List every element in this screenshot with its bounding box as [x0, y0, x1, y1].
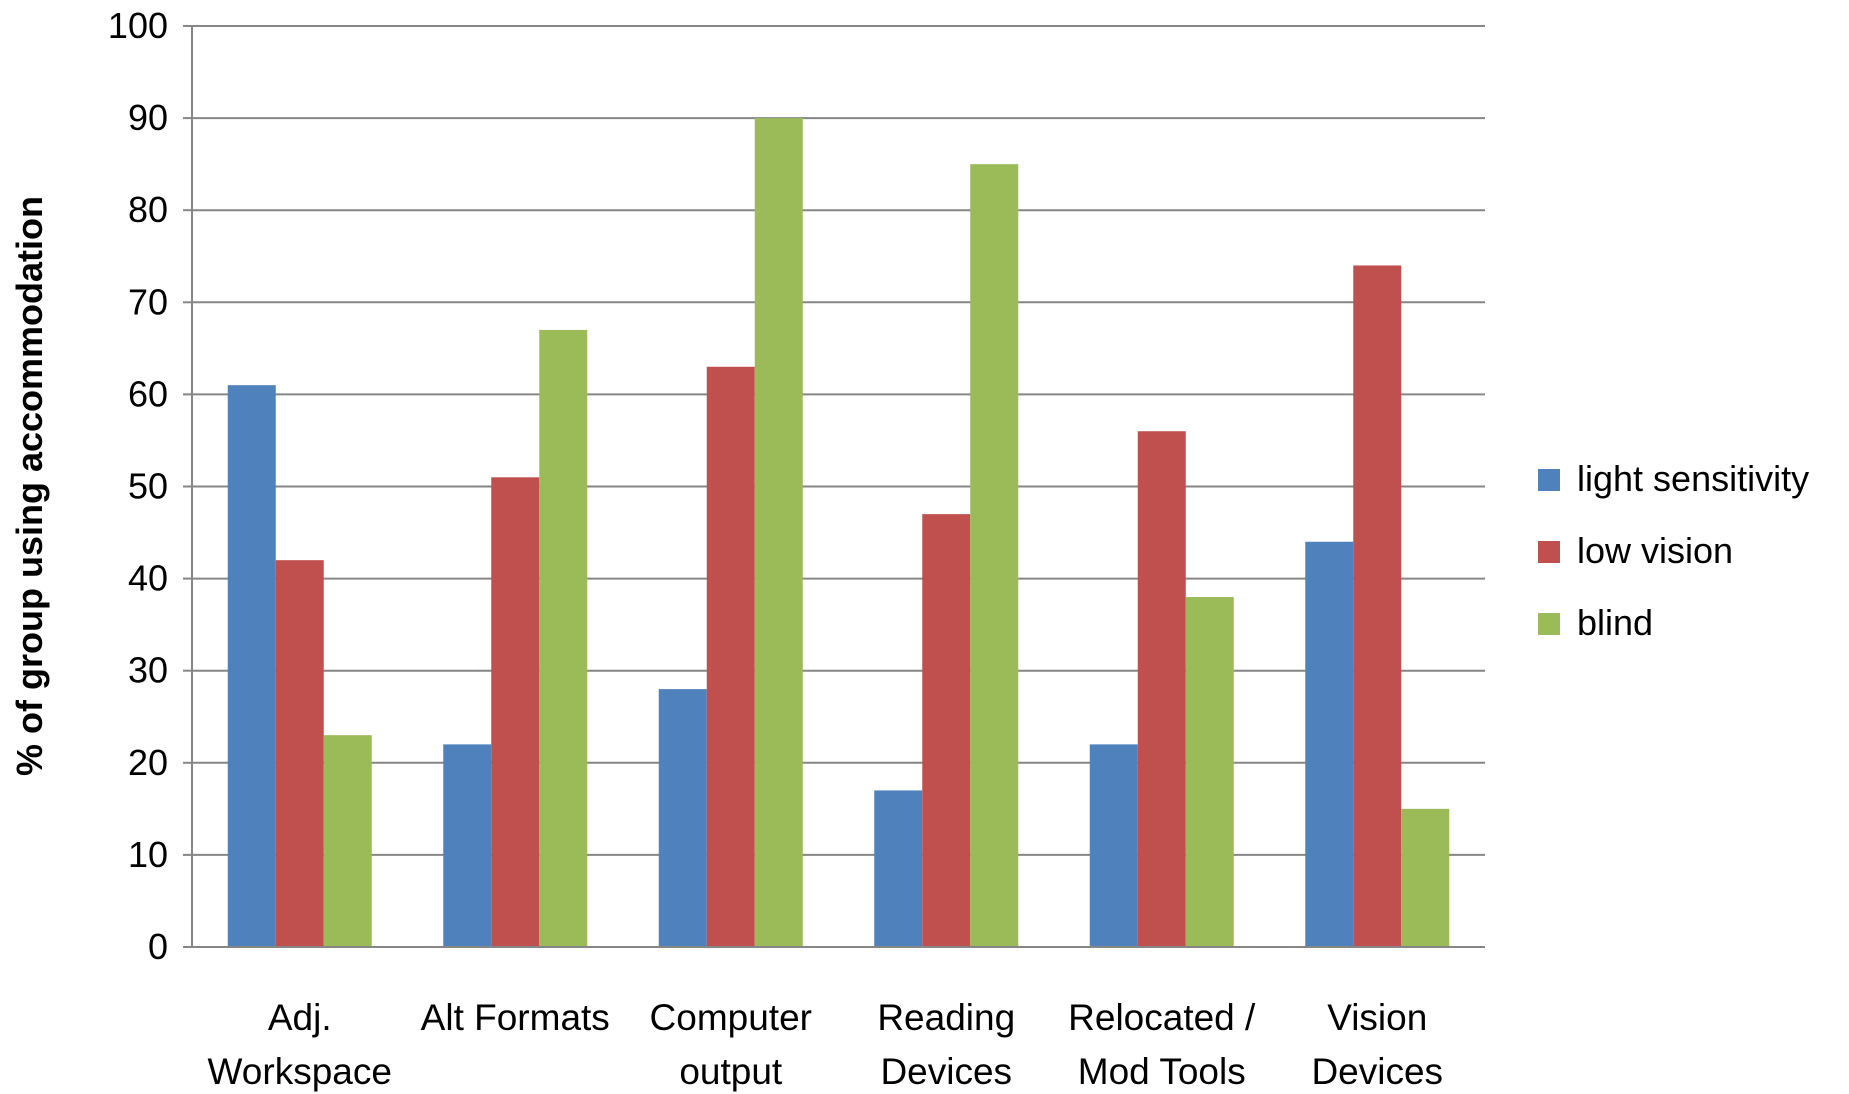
legend-label: light sensitivity [1577, 458, 1809, 499]
y-tick-label: 60 [128, 373, 168, 414]
bar-light-sensitivity-3 [874, 790, 923, 947]
x-category-label: Reading [877, 997, 1015, 1038]
bar-blind-2 [754, 118, 803, 948]
x-category-label: Adj. [268, 997, 332, 1038]
y-axis-ticks: 0 10 20 30 40 50 60 70 80 90 100 [108, 5, 192, 967]
bar-blind-0 [323, 735, 372, 947]
gridlines [192, 25, 1485, 856]
bar-low-vision-3 [922, 514, 971, 947]
y-tick-label: 30 [128, 650, 168, 691]
x-category-label: output [679, 1051, 783, 1092]
x-category-label: Devices [880, 1051, 1012, 1092]
x-category-label: Relocated / [1068, 997, 1256, 1038]
legend-label: blind [1577, 602, 1653, 643]
y-tick-label: 20 [128, 742, 168, 783]
x-category-label: Computer [650, 997, 812, 1038]
x-category-label: Vision [1327, 997, 1427, 1038]
y-tick-label: 50 [128, 466, 168, 507]
x-category-label: Devices [1311, 1051, 1443, 1092]
x-category-label: Alt Formats [421, 997, 610, 1038]
x-category-label: Workspace [208, 1051, 392, 1092]
y-tick-label: 40 [128, 558, 168, 599]
legend: light sensitivity low vision blind [1538, 458, 1809, 643]
bar-blind-3 [970, 164, 1019, 947]
y-axis-label: % of group using accommodation [9, 196, 50, 776]
bar-light-sensitivity-1 [443, 744, 492, 947]
legend-swatch [1538, 469, 1560, 491]
x-category-label: Mod Tools [1078, 1051, 1246, 1092]
bar-low-vision-1 [491, 477, 540, 947]
legend-swatch [1538, 613, 1560, 635]
legend-swatch [1538, 541, 1560, 563]
bar-blind-4 [1185, 597, 1234, 947]
bar-light-sensitivity-0 [227, 385, 276, 947]
bar-light-sensitivity-2 [658, 689, 707, 947]
bar-low-vision-0 [275, 560, 324, 947]
bars [227, 118, 1450, 948]
y-tick-label: 0 [148, 926, 168, 967]
bar-blind-5 [1401, 808, 1450, 947]
bar-low-vision-5 [1353, 265, 1402, 948]
x-axis-categories: Adj. Workspace Alt Formats Computer output Re… [208, 997, 1444, 1092]
y-tick-label: 70 [128, 281, 168, 322]
bar-light-sensitivity-5 [1305, 541, 1354, 947]
y-tick-label: 10 [128, 834, 168, 875]
bar-low-vision-2 [706, 366, 755, 947]
legend-label: low vision [1577, 530, 1733, 571]
bar-low-vision-4 [1137, 431, 1186, 947]
bar-light-sensitivity-4 [1089, 744, 1138, 947]
y-tick-label: 90 [128, 97, 168, 138]
y-tick-label: 80 [128, 189, 168, 230]
bar-blind-1 [539, 329, 588, 947]
y-tick-label: 100 [108, 5, 168, 46]
